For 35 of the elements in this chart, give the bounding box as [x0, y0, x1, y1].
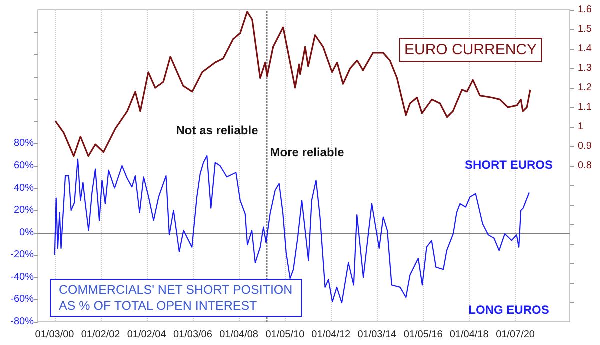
x-tick-label: 01/07/20 — [496, 330, 536, 340]
x-tick-label: 01/03/14 — [358, 330, 398, 340]
y-tick-label: 80% — [14, 138, 34, 150]
y2-tick-label: 1.6 — [578, 4, 592, 16]
y-tick-label: 0% — [20, 227, 34, 238]
annotation: More reliable — [270, 146, 345, 160]
y2-tick-label: 1.5 — [578, 24, 592, 35]
x-tick-label: 01/02/04 — [127, 330, 167, 340]
y-tick-label: 60% — [14, 160, 34, 172]
y-tick-label: -20% — [10, 250, 34, 261]
y2-tick-label: 1 — [578, 122, 584, 132]
x-tick-label: 01/03/06 — [173, 330, 213, 340]
x-tick-label: 01/05/10 — [266, 330, 306, 340]
annotation: SHORT EUROS — [464, 158, 554, 172]
y2-tick-label: 1.4 — [578, 44, 592, 54]
series-label: COMMERCIALS' NET SHORT POSITION AS % OF TOTAL OPEN INTEREST — [59, 283, 293, 313]
y2-tick-label: 1.2 — [578, 82, 592, 94]
y-tick-label: -60% — [10, 294, 34, 306]
y2-tick-label: 1.1 — [578, 102, 592, 113]
x-tick-label: 01/02/02 — [81, 330, 121, 340]
annotation: LONG EUROS — [468, 303, 550, 317]
series-label: EURO CURRENCY — [404, 42, 538, 58]
y2-tick-label: 0.8 — [578, 160, 592, 172]
y-tick-label: 40% — [14, 182, 34, 194]
x-tick-label: 01/04/18 — [450, 330, 490, 340]
y-tick-label: 20% — [14, 205, 34, 216]
y-tick-label: -80% — [10, 316, 34, 328]
y2-tick-label: 0.9 — [578, 141, 592, 152]
annotation: Not as reliable — [176, 123, 259, 138]
x-tick-label: 01/05/16 — [404, 330, 444, 340]
x-tick-label: 01/04/12 — [312, 330, 352, 340]
y-tick-label: -40% — [10, 272, 34, 283]
x-tick-label: 01/04/08 — [220, 330, 259, 340]
x-tick-label: 01/03/00 — [35, 330, 75, 340]
y2-tick-label: 1.3 — [578, 63, 592, 74]
